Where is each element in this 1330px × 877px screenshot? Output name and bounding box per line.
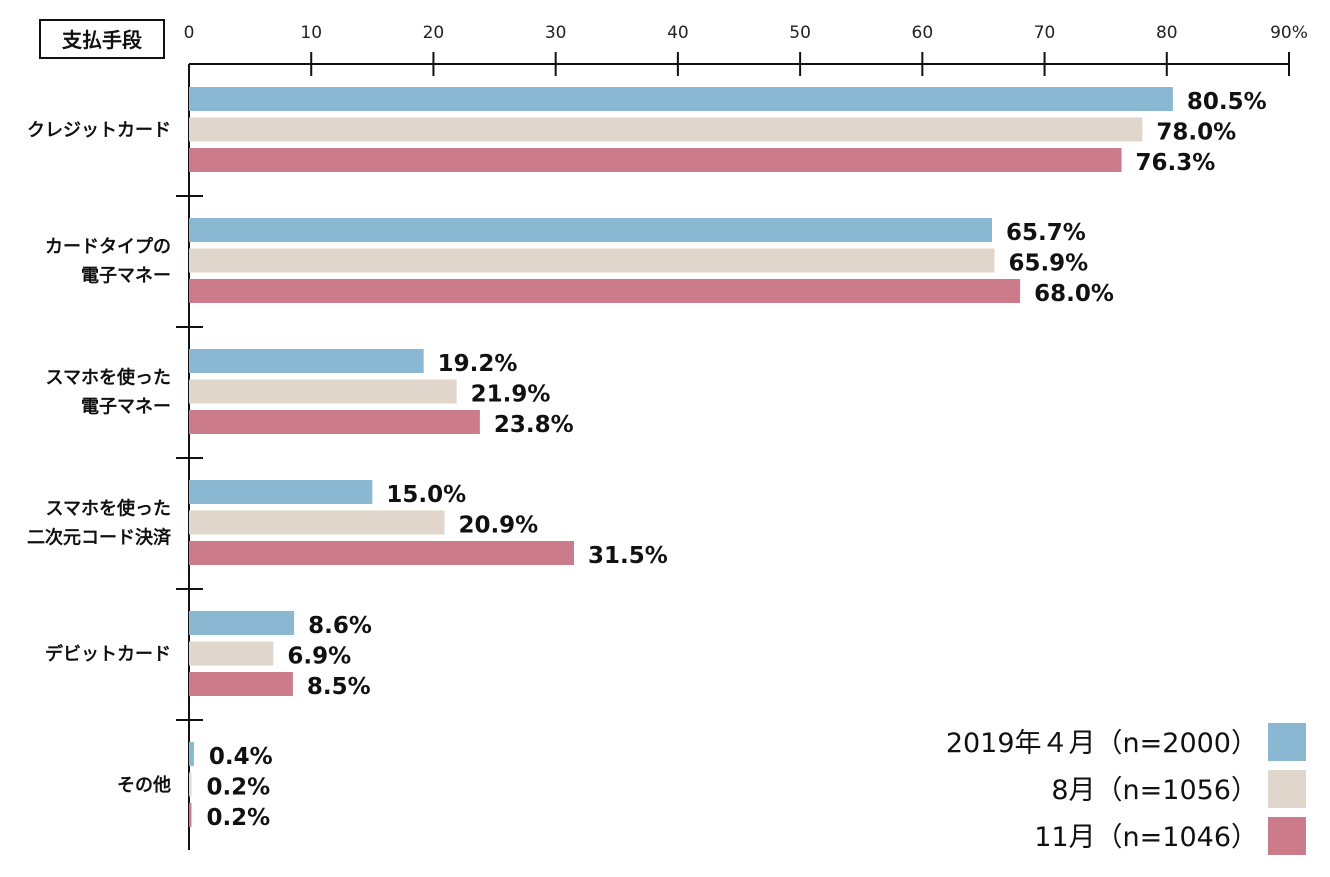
category-label: カードタイプの (45, 236, 171, 258)
legend-swatch (1268, 723, 1306, 761)
bar (189, 772, 192, 797)
bar (189, 248, 995, 273)
data-label: 19.2% (438, 351, 518, 377)
bar (189, 410, 480, 434)
x-tick-label: 0 (184, 23, 195, 43)
data-label: 23.8% (494, 412, 574, 438)
data-label: 31.5% (588, 543, 668, 569)
x-tick-label: 50 (789, 23, 811, 43)
bar (189, 87, 1173, 111)
category-label: 電子マネー (81, 397, 171, 418)
data-label: 8.6% (308, 613, 372, 639)
data-label: 0.2% (206, 775, 270, 801)
data-label: 76.3% (1136, 150, 1216, 176)
legend-swatch (1268, 770, 1306, 808)
legend: 2019年４月（n=2000） 8月（n=1056） 11月（n=1046） (946, 723, 1306, 855)
category-label: デビットカード (45, 643, 171, 665)
bar (189, 541, 574, 565)
legend-label: 11月（n=1046） (1034, 822, 1258, 853)
category-label: 二次元コード決済 (27, 527, 172, 549)
bars: 80.5% 78.0% 76.3% 65.7% 65.9% 68.0% 19.2% 21.9%… (189, 87, 1267, 831)
data-label: 0.2% (206, 805, 270, 831)
bar (189, 611, 295, 635)
bar (189, 510, 445, 535)
category-labels: クレジットカードカードタイプの電子マネースマホを使った電子マネースマホを使った二… (27, 120, 172, 796)
x-tick-label: 60 (912, 23, 934, 43)
category-label: その他 (117, 774, 171, 796)
x-tick-label: 70 (1034, 23, 1056, 43)
bar (189, 218, 992, 242)
legend-label: 2019年４月（n=2000） (946, 728, 1258, 759)
bar (189, 803, 192, 827)
data-label: 68.0% (1034, 281, 1114, 307)
x-tick-label: 10 (300, 23, 322, 43)
x-tick-label: 90% (1270, 23, 1308, 43)
x-tick-label: 30 (545, 23, 567, 43)
bar (189, 379, 457, 404)
bar (189, 480, 373, 504)
data-label: 0.4% (209, 744, 273, 770)
category-label: 電子マネー (81, 266, 171, 287)
data-label: 65.9% (1008, 251, 1088, 277)
legend-label: 8月（n=1056） (1051, 775, 1258, 806)
data-label: 15.0% (386, 482, 466, 508)
legend-swatch (1268, 817, 1306, 855)
data-label: 80.5% (1187, 89, 1267, 115)
chart-title: 支払手段 (62, 28, 142, 52)
bar (189, 349, 424, 373)
data-label: 78.0% (1156, 120, 1236, 146)
bar (189, 672, 293, 696)
x-tick-label: 80 (1156, 23, 1178, 43)
data-label: 20.9% (458, 513, 538, 539)
bar (189, 742, 194, 766)
category-label: クレジットカード (27, 120, 171, 141)
data-label: 6.9% (287, 644, 351, 670)
category-label: スマホを使った (46, 499, 171, 520)
axis: 0 10 20 30 40 50 60 70 80 90% (176, 23, 1308, 850)
x-tick-label: 40 (667, 23, 689, 43)
data-label: 65.7% (1006, 220, 1086, 246)
category-label: スマホを使った (46, 368, 171, 389)
bar (189, 148, 1122, 172)
data-label: 21.9% (471, 382, 551, 408)
chart-title-box: 支払手段 (39, 19, 165, 59)
bar (189, 117, 1143, 142)
data-label: 8.5% (307, 674, 371, 700)
bar (189, 279, 1021, 303)
bar (189, 641, 274, 666)
x-tick-label: 20 (423, 23, 445, 43)
